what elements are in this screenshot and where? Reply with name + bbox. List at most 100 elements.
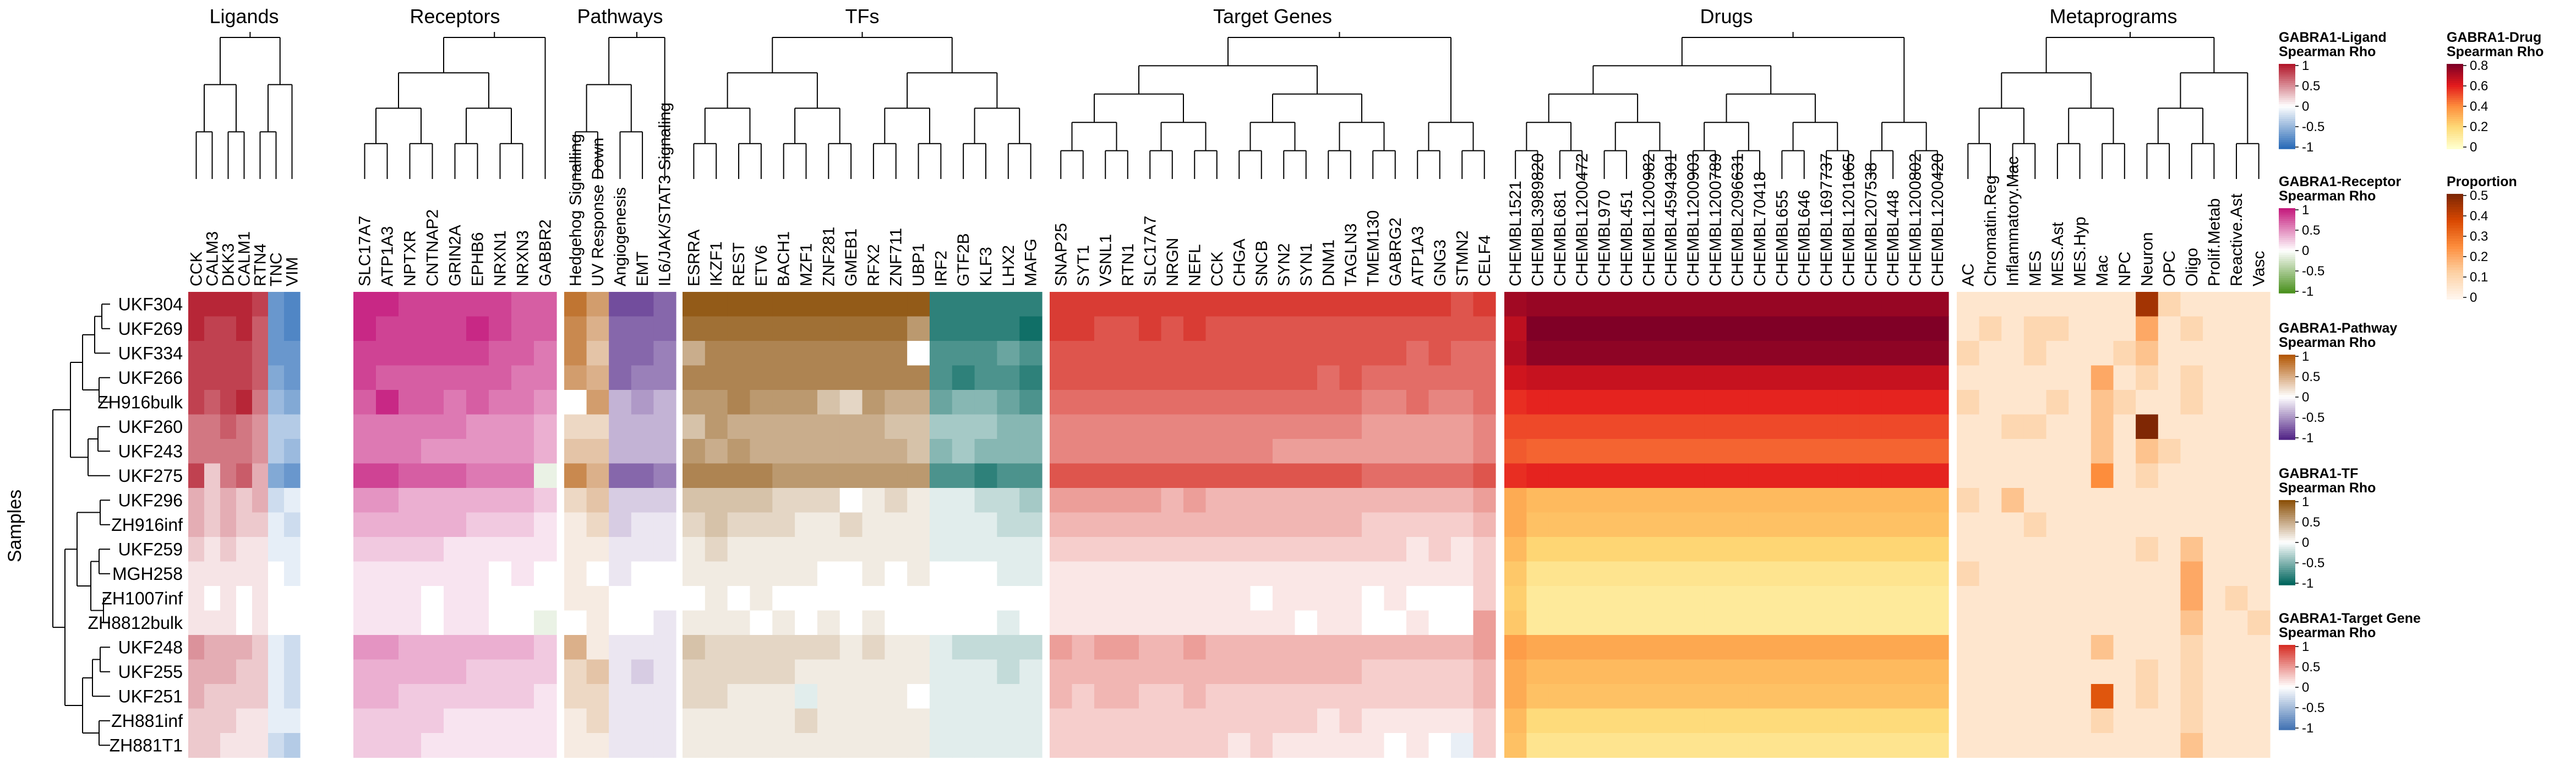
heatmap-cell	[1548, 463, 1571, 488]
heatmap-cell	[421, 341, 444, 366]
legend-swatch	[2279, 77, 2295, 79]
heatmap-cell	[1704, 341, 1727, 366]
heatmap-cell	[534, 537, 557, 562]
heatmap-cell	[564, 586, 587, 611]
heatmap-cell	[2023, 561, 2047, 587]
heatmap-cell	[1362, 610, 1385, 636]
heatmap-cell	[2046, 316, 2069, 341]
heatmap-cell	[1904, 488, 1927, 513]
heatmap-cell	[1250, 512, 1273, 537]
heatmap-cell	[2203, 365, 2226, 390]
heatmap-cell	[220, 610, 237, 636]
column-dendrogram	[1967, 32, 2260, 179]
legend-swatch	[2279, 66, 2295, 69]
heatmap-cell	[2247, 316, 2271, 341]
heatmap-cell	[750, 561, 773, 587]
heatmap-cell	[1428, 439, 1451, 464]
heatmap-cell	[1205, 610, 1229, 636]
heatmap-cell	[1406, 610, 1429, 636]
heatmap-cell	[1094, 463, 1117, 488]
heatmap-cell	[929, 610, 953, 636]
heatmap-cell	[1571, 463, 1593, 488]
heatmap-cell	[376, 316, 399, 341]
heatmap-cell	[2069, 390, 2092, 415]
legend-swatch	[2447, 134, 2463, 137]
legend-swatch	[2279, 244, 2295, 247]
heatmap-cell	[1295, 512, 1318, 537]
heatmap-cell	[1957, 512, 1980, 537]
column-label: Vasc	[2250, 251, 2268, 286]
heatmap-cell	[1116, 635, 1139, 660]
column-label: AC	[1959, 263, 1977, 286]
heatmap-cell	[1205, 292, 1229, 317]
legend-swatch	[2279, 388, 2295, 392]
heatmap-cell	[2225, 390, 2248, 415]
heatmap-cell	[252, 439, 269, 464]
heatmap-cell	[1571, 341, 1593, 366]
heatmap-cell	[1859, 708, 1882, 734]
heatmap-cell	[1526, 512, 1549, 537]
heatmap-cell	[1250, 316, 1273, 341]
heatmap-cell	[885, 488, 908, 513]
heatmap-cell	[2113, 659, 2136, 685]
heatmap-cell	[1161, 512, 1184, 537]
heatmap-cell	[772, 488, 795, 513]
heatmap-cell	[705, 537, 728, 562]
heatmap-cell	[2001, 390, 2024, 415]
heatmap-cell	[466, 292, 489, 317]
heatmap-cell	[817, 610, 841, 636]
heatmap-cell	[1771, 439, 1794, 464]
heatmap-cell	[2069, 659, 2092, 685]
legend-swatch	[2279, 529, 2295, 533]
heatmap-cell	[534, 512, 557, 537]
heatmap-cell	[1548, 439, 1571, 464]
legend-swatch	[2447, 204, 2463, 208]
panel-title: Drugs	[1700, 5, 1753, 28]
heatmap-cell	[1504, 512, 1527, 537]
legend-swatch	[2447, 72, 2463, 75]
heatmap-cell	[511, 439, 534, 464]
heatmap-cell	[795, 512, 818, 537]
heatmap-cell	[1317, 586, 1340, 611]
heatmap-cell	[1072, 586, 1095, 611]
heatmap-cell	[862, 610, 885, 636]
heatmap-cell	[1859, 659, 1882, 685]
heatmap-cell	[1593, 610, 1616, 636]
heatmap-cell	[188, 733, 205, 758]
heatmap-cell	[952, 537, 975, 562]
legend-tick: -0.5	[2302, 410, 2324, 425]
heatmap-cell	[1793, 733, 1816, 758]
legend-swatch	[2279, 371, 2295, 374]
heatmap-cell	[1295, 292, 1318, 317]
heatmap-cell	[839, 659, 863, 685]
heatmap-cell	[1362, 659, 1385, 685]
heatmap-cell	[268, 733, 285, 758]
heatmap-cell	[1139, 463, 1162, 488]
heatmap-cell	[1726, 537, 1749, 562]
heatmap-cell	[1926, 635, 1949, 660]
column-label: CHEMBL646	[1795, 190, 1814, 286]
heatmap-cell	[466, 341, 489, 366]
column-label: NRGN	[1164, 238, 1182, 286]
column-label: VSNL1	[1096, 234, 1115, 286]
heatmap-cell	[1139, 610, 1162, 636]
heatmap-cell	[586, 733, 609, 758]
heatmap-panels: CCKCALM3DKK3CALM1RTN4TNCVIMLigandsSLC17A…	[188, 5, 2271, 758]
heatmap-cell	[2136, 537, 2159, 562]
heatmap-cell	[1384, 659, 1407, 685]
heatmap-cell	[2180, 414, 2203, 439]
heatmap-cell	[376, 659, 399, 685]
heatmap-cell	[2247, 561, 2271, 587]
legend-tick: -1	[2302, 284, 2313, 299]
heatmap-cell	[2113, 537, 2136, 562]
heatmap-cell	[252, 463, 269, 488]
heatmap-cell	[236, 512, 253, 537]
heatmap-cell	[353, 512, 376, 537]
heatmap-cell	[705, 635, 728, 660]
column-label: CALM3	[204, 231, 222, 286]
legend-swatch	[2447, 112, 2463, 116]
legend-swatch	[2279, 691, 2295, 694]
heatmap-cell	[705, 586, 728, 611]
heatmap-cell	[1317, 390, 1340, 415]
heatmap-cell	[1295, 659, 1318, 685]
